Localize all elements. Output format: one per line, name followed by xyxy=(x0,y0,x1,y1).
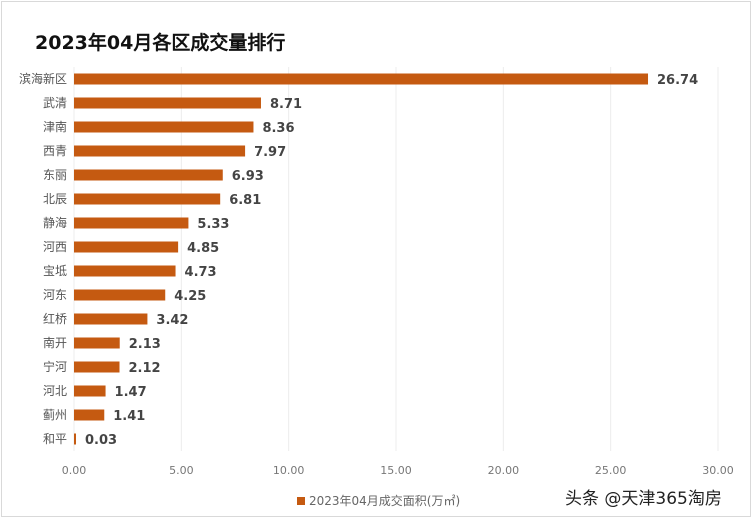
x-tick-label: 30.00 xyxy=(702,464,734,477)
y-category-label: 河东 xyxy=(43,288,67,302)
bar xyxy=(74,97,261,109)
x-tick-label: 10.00 xyxy=(273,464,305,477)
watermark: 头条 @天津365淘房 xyxy=(565,489,722,509)
y-category-label: 宝坻 xyxy=(43,263,67,278)
data-label: 2.13 xyxy=(129,337,161,352)
y-category-label: 南开 xyxy=(43,335,67,350)
bar xyxy=(74,169,223,181)
bar xyxy=(74,193,221,205)
legend-swatch xyxy=(297,496,305,505)
data-label: 8.36 xyxy=(262,121,294,136)
data-label: 6.81 xyxy=(229,193,261,208)
data-label: 0.03 xyxy=(85,433,117,448)
y-category-label: 北辰 xyxy=(43,192,67,206)
x-tick-label: 15.00 xyxy=(380,464,412,477)
data-label: 6.93 xyxy=(232,169,264,184)
bar xyxy=(74,265,176,277)
data-label: 2.12 xyxy=(129,361,161,376)
y-category-label: 西青 xyxy=(43,144,67,158)
data-label: 4.73 xyxy=(185,265,217,280)
y-category-label: 红桥 xyxy=(43,311,67,326)
bar xyxy=(74,241,179,253)
data-label: 1.47 xyxy=(115,385,147,400)
bar xyxy=(74,289,166,301)
y-category-label: 和平 xyxy=(43,432,67,446)
x-tick-label: 5.00 xyxy=(169,464,194,477)
y-category-label: 津南 xyxy=(43,119,67,134)
bar xyxy=(74,313,148,325)
y-category-label: 静海 xyxy=(43,215,67,230)
x-tick-label: 20.00 xyxy=(488,464,520,477)
data-label: 4.85 xyxy=(187,241,219,256)
data-label: 1.41 xyxy=(113,409,145,424)
data-label: 5.33 xyxy=(197,217,229,232)
data-label: 7.97 xyxy=(254,145,286,160)
legend[interactable]: 2023年04月成交面积(万㎡) xyxy=(297,492,460,509)
bar xyxy=(74,433,76,445)
x-tick-label: 25.00 xyxy=(595,464,627,477)
y-category-label: 滨海新区 xyxy=(19,71,67,86)
y-category-label: 河北 xyxy=(43,384,67,398)
bar xyxy=(74,337,120,349)
bar xyxy=(74,145,246,157)
bar xyxy=(74,73,649,85)
bar xyxy=(74,121,254,133)
y-category-label: 宁河 xyxy=(43,359,67,374)
data-label: 3.42 xyxy=(156,313,188,328)
data-label: 4.25 xyxy=(174,289,206,304)
bar xyxy=(74,361,120,373)
data-label: 8.71 xyxy=(270,97,302,112)
legend-label: 2023年04月成交面积(万㎡) xyxy=(309,494,461,508)
y-category-label: 蓟州 xyxy=(43,408,67,422)
chart-title: 2023年04月各区成交量排行 xyxy=(35,32,286,54)
y-category-label: 东丽 xyxy=(43,168,67,182)
bar xyxy=(74,409,105,421)
bar xyxy=(74,385,106,397)
y-category-label: 河西 xyxy=(43,240,67,254)
y-category-label: 武清 xyxy=(43,96,67,110)
bar xyxy=(74,217,189,229)
data-label: 26.74 xyxy=(657,73,698,88)
x-tick-label: 0.00 xyxy=(62,464,87,477)
